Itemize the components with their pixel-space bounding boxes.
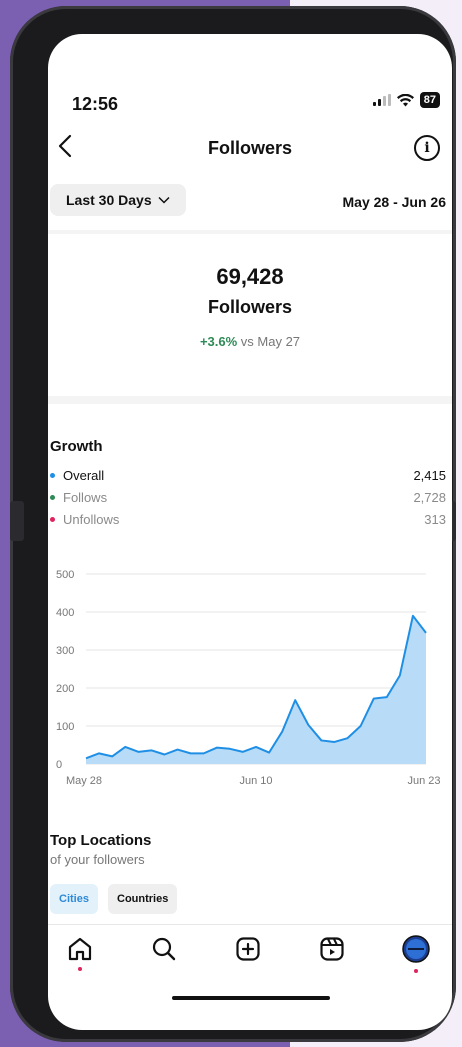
tab-profile[interactable]	[402, 935, 430, 973]
y-tick-label: 200	[56, 683, 74, 695]
hinge-left	[10, 501, 24, 541]
tab-home[interactable]	[66, 935, 94, 971]
top-locations-title: Top Locations	[50, 832, 152, 849]
info-icon[interactable]: i	[414, 135, 440, 161]
legend-label: Follows	[63, 490, 108, 505]
followers-change: +3.6% vs May 27	[48, 334, 452, 349]
legend-value: 2,728	[413, 490, 446, 505]
date-range-label: Last 30 Days	[66, 192, 152, 208]
legend-label: Overall	[63, 468, 105, 483]
reels-icon	[320, 937, 344, 961]
x-tick-label: Jun 10	[239, 775, 272, 787]
top-locations-subtitle: of your followers	[50, 852, 145, 867]
tab-cities[interactable]: Cities	[50, 884, 98, 914]
change-reference: vs May 27	[240, 334, 301, 349]
legend-value: 2,415	[413, 468, 446, 483]
hinge-right	[448, 501, 456, 541]
legend-dot	[50, 517, 55, 522]
legend-dot	[50, 473, 55, 478]
y-tick-label: 300	[56, 645, 74, 657]
home-icon	[68, 937, 92, 961]
growth-chart: 0 100 200 300 400 500 May 28 Jun 10 Jun 23	[56, 569, 441, 787]
y-tick-label: 0	[56, 759, 62, 771]
create-icon	[236, 937, 260, 961]
page-title: Followers	[207, 138, 292, 158]
legend-label: Unfollows	[63, 512, 120, 527]
status-icons: 87	[372, 92, 440, 108]
search-icon	[152, 937, 176, 961]
profile-avatar	[402, 935, 430, 963]
legend-unfollows: Unfollows 313	[50, 512, 446, 527]
phone-frame: 12:56 87 Followers i Last 30 Days May 28…	[10, 6, 456, 1042]
y-tick-label: 500	[56, 569, 74, 581]
back-arrow-icon[interactable]	[54, 132, 78, 160]
notification-dot	[414, 969, 418, 973]
y-tick-label: 100	[56, 721, 74, 733]
change-percent: +3.6%	[199, 334, 238, 349]
date-range-dropdown[interactable]: Last 30 Days	[50, 184, 186, 216]
home-indicator	[172, 996, 330, 1000]
tab-create[interactable]	[234, 935, 262, 963]
wifi-icon	[396, 93, 414, 106]
legend-dot	[50, 495, 55, 500]
legend-overall: Overall 2,415	[50, 468, 446, 483]
section-divider	[48, 230, 452, 234]
legend-value: 313	[424, 512, 446, 527]
followers-count: 69,428	[216, 264, 284, 289]
date-range-text: May 28 - Jun 26	[342, 194, 447, 210]
x-tick-label: May 28	[66, 775, 102, 787]
status-time: 12:56	[72, 94, 119, 114]
battery-level: 87	[419, 92, 440, 108]
legend-follows: Follows 2,728	[50, 490, 446, 505]
tab-countries[interactable]: Countries	[108, 884, 178, 914]
followers-label: Followers	[207, 297, 292, 317]
series-area	[86, 615, 426, 764]
screen: 12:56 87 Followers i Last 30 Days May 28…	[48, 34, 452, 1030]
notification-dot	[78, 967, 82, 971]
y-tick-label: 400	[56, 607, 74, 619]
tab-search[interactable]	[150, 935, 178, 963]
tab-reels[interactable]	[318, 935, 346, 963]
signal-icon	[372, 94, 391, 106]
growth-title: Growth	[50, 438, 103, 455]
bottom-tab-bar	[48, 924, 452, 981]
section-divider	[48, 396, 452, 404]
chevron-down-icon	[158, 196, 170, 204]
x-tick-label: Jun 23	[407, 775, 440, 787]
